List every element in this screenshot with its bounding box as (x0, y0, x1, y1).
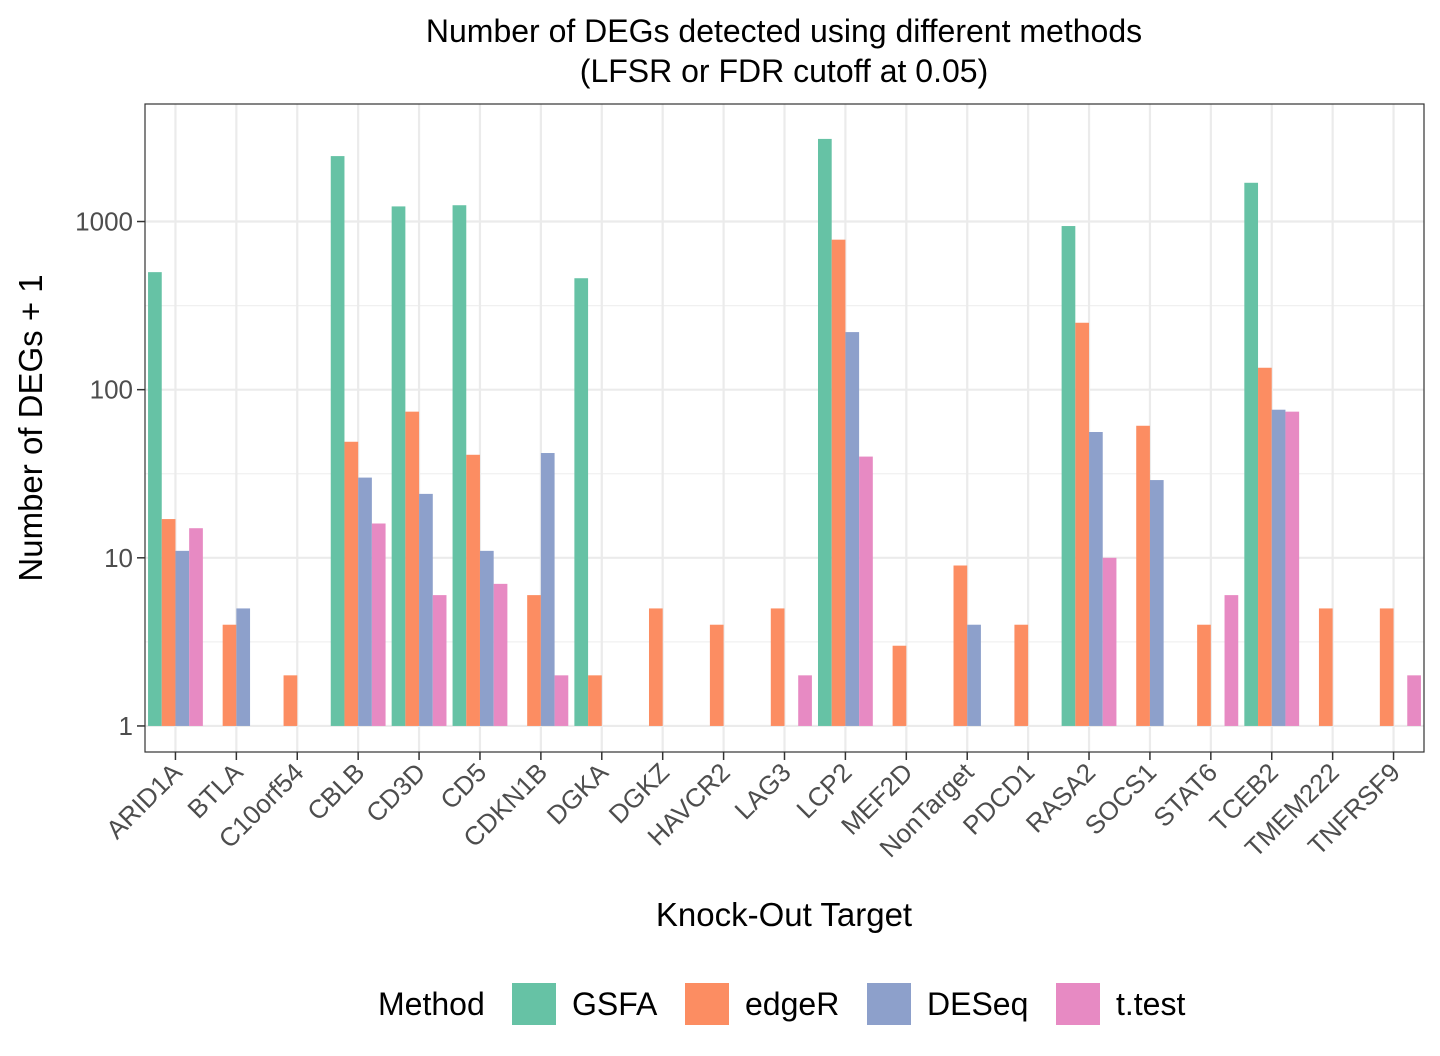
bar-DESeq-CDKN1B (540, 453, 555, 726)
bar-edgeR-LAG3 (770, 608, 785, 726)
chart-subtitle: (LFSR or FDR cutoff at 0.05) (580, 53, 988, 89)
x-tick-label: DGKA (541, 757, 615, 831)
bar-edgeR-TCEB2 (1258, 367, 1272, 726)
legend: Method GSFA edgeR DESeq t.test (378, 983, 1185, 1025)
bar-t.test-STAT6 (1224, 595, 1239, 726)
bar-edgeR-RASA2 (1075, 322, 1090, 726)
bar-DESeq-CD3D (419, 493, 433, 726)
bar-edgeR-ARID1A (161, 519, 176, 726)
bar-GSFA-TCEB2 (1244, 182, 1259, 726)
y-tick-label: 1 (119, 711, 133, 741)
bar-GSFA-CD5 (452, 205, 467, 726)
y-axis-title: Number of DEGs + 1 (12, 274, 49, 581)
x-tick-label: ARID1A (100, 757, 188, 845)
bar-DESeq-LCP2 (845, 332, 860, 726)
bar-edgeR-CD3D (405, 411, 420, 726)
legend-label-DESeq: DESeq (927, 986, 1028, 1022)
legend-label-GSFA: GSFA (572, 986, 658, 1022)
y-tick-label: 1000 (75, 207, 133, 237)
legend-label-edgeR: edgeR (745, 986, 839, 1022)
bar-GSFA-CD3D (391, 206, 406, 726)
x-tick-label: LAG3 (729, 757, 797, 825)
bar-edgeR-TMEM222 (1318, 608, 1333, 726)
bar-edgeR-BTLA (222, 624, 237, 726)
bar-edgeR-C10orf54 (283, 675, 298, 726)
legend-key-t.test (1056, 983, 1100, 1025)
bar-edgeR-CDKN1B (527, 595, 541, 726)
legend-key-edgeR (685, 983, 729, 1025)
legend-label-t.test: t.test (1116, 986, 1185, 1022)
legend-title: Method (378, 986, 485, 1022)
bar-GSFA-CBLB (330, 156, 345, 726)
bar-DESeq-CD5 (479, 550, 494, 726)
legend-key-GSFA (512, 983, 556, 1025)
bar-edgeR-TNFRSF9 (1379, 608, 1394, 726)
x-axis-title: Knock-Out Target (656, 896, 912, 933)
bar-t.test-TNFRSF9 (1407, 675, 1421, 726)
bar-GSFA-RASA2 (1061, 226, 1076, 726)
bar-t.test-CD3D (432, 595, 447, 726)
y-tick-label: 100 (90, 375, 133, 405)
chart-title: Number of DEGs detected using different … (426, 13, 1142, 49)
x-tick-label: CD3D (360, 757, 431, 828)
bar-DESeq-SOCS1 (1149, 480, 1164, 726)
bar-edgeR-NonTarget (953, 565, 968, 726)
legend-key-DESeq (867, 983, 911, 1025)
bar-DESeq-BTLA (236, 608, 251, 726)
bar-t.test-CD5 (493, 583, 508, 726)
bar-t.test-CBLB (371, 523, 386, 726)
bars-layer (148, 138, 1421, 726)
y-axis: 1 10 100 1000 (75, 207, 145, 741)
bar-edgeR-DGKA (588, 675, 602, 726)
bar-edgeR-MEF2D (892, 645, 907, 726)
bar-DESeq-NonTarget (967, 624, 981, 726)
bar-DESeq-CBLB (358, 477, 372, 726)
bar-t.test-LCP2 (859, 456, 873, 726)
y-tick-label: 10 (104, 543, 133, 573)
bar-DESeq-RASA2 (1089, 432, 1103, 726)
bar-edgeR-CD5 (466, 454, 480, 726)
bar-GSFA-DGKA (574, 278, 589, 726)
bar-edgeR-DGKZ (648, 608, 663, 726)
bar-t.test-ARID1A (189, 528, 203, 726)
bar-edgeR-LCP2 (831, 239, 846, 726)
bar-GSFA-LCP2 (817, 138, 832, 726)
bar-edgeR-CBLB (344, 441, 359, 726)
x-tick-label: CBLB (301, 757, 370, 826)
bar-edgeR-HAVCR2 (709, 624, 724, 726)
bar-edgeR-STAT6 (1197, 624, 1211, 726)
bar-DESeq-ARID1A (175, 550, 190, 726)
bar-t.test-TCEB2 (1285, 411, 1300, 726)
bar-edgeR-SOCS1 (1136, 425, 1150, 726)
bar-t.test-RASA2 (1102, 557, 1117, 726)
bar-t.test-CDKN1B (554, 675, 569, 726)
bar-t.test-LAG3 (798, 675, 812, 726)
bar-GSFA-ARID1A (148, 272, 162, 726)
bar-edgeR-PDCD1 (1014, 624, 1029, 726)
bar-DESeq-TCEB2 (1271, 409, 1286, 726)
